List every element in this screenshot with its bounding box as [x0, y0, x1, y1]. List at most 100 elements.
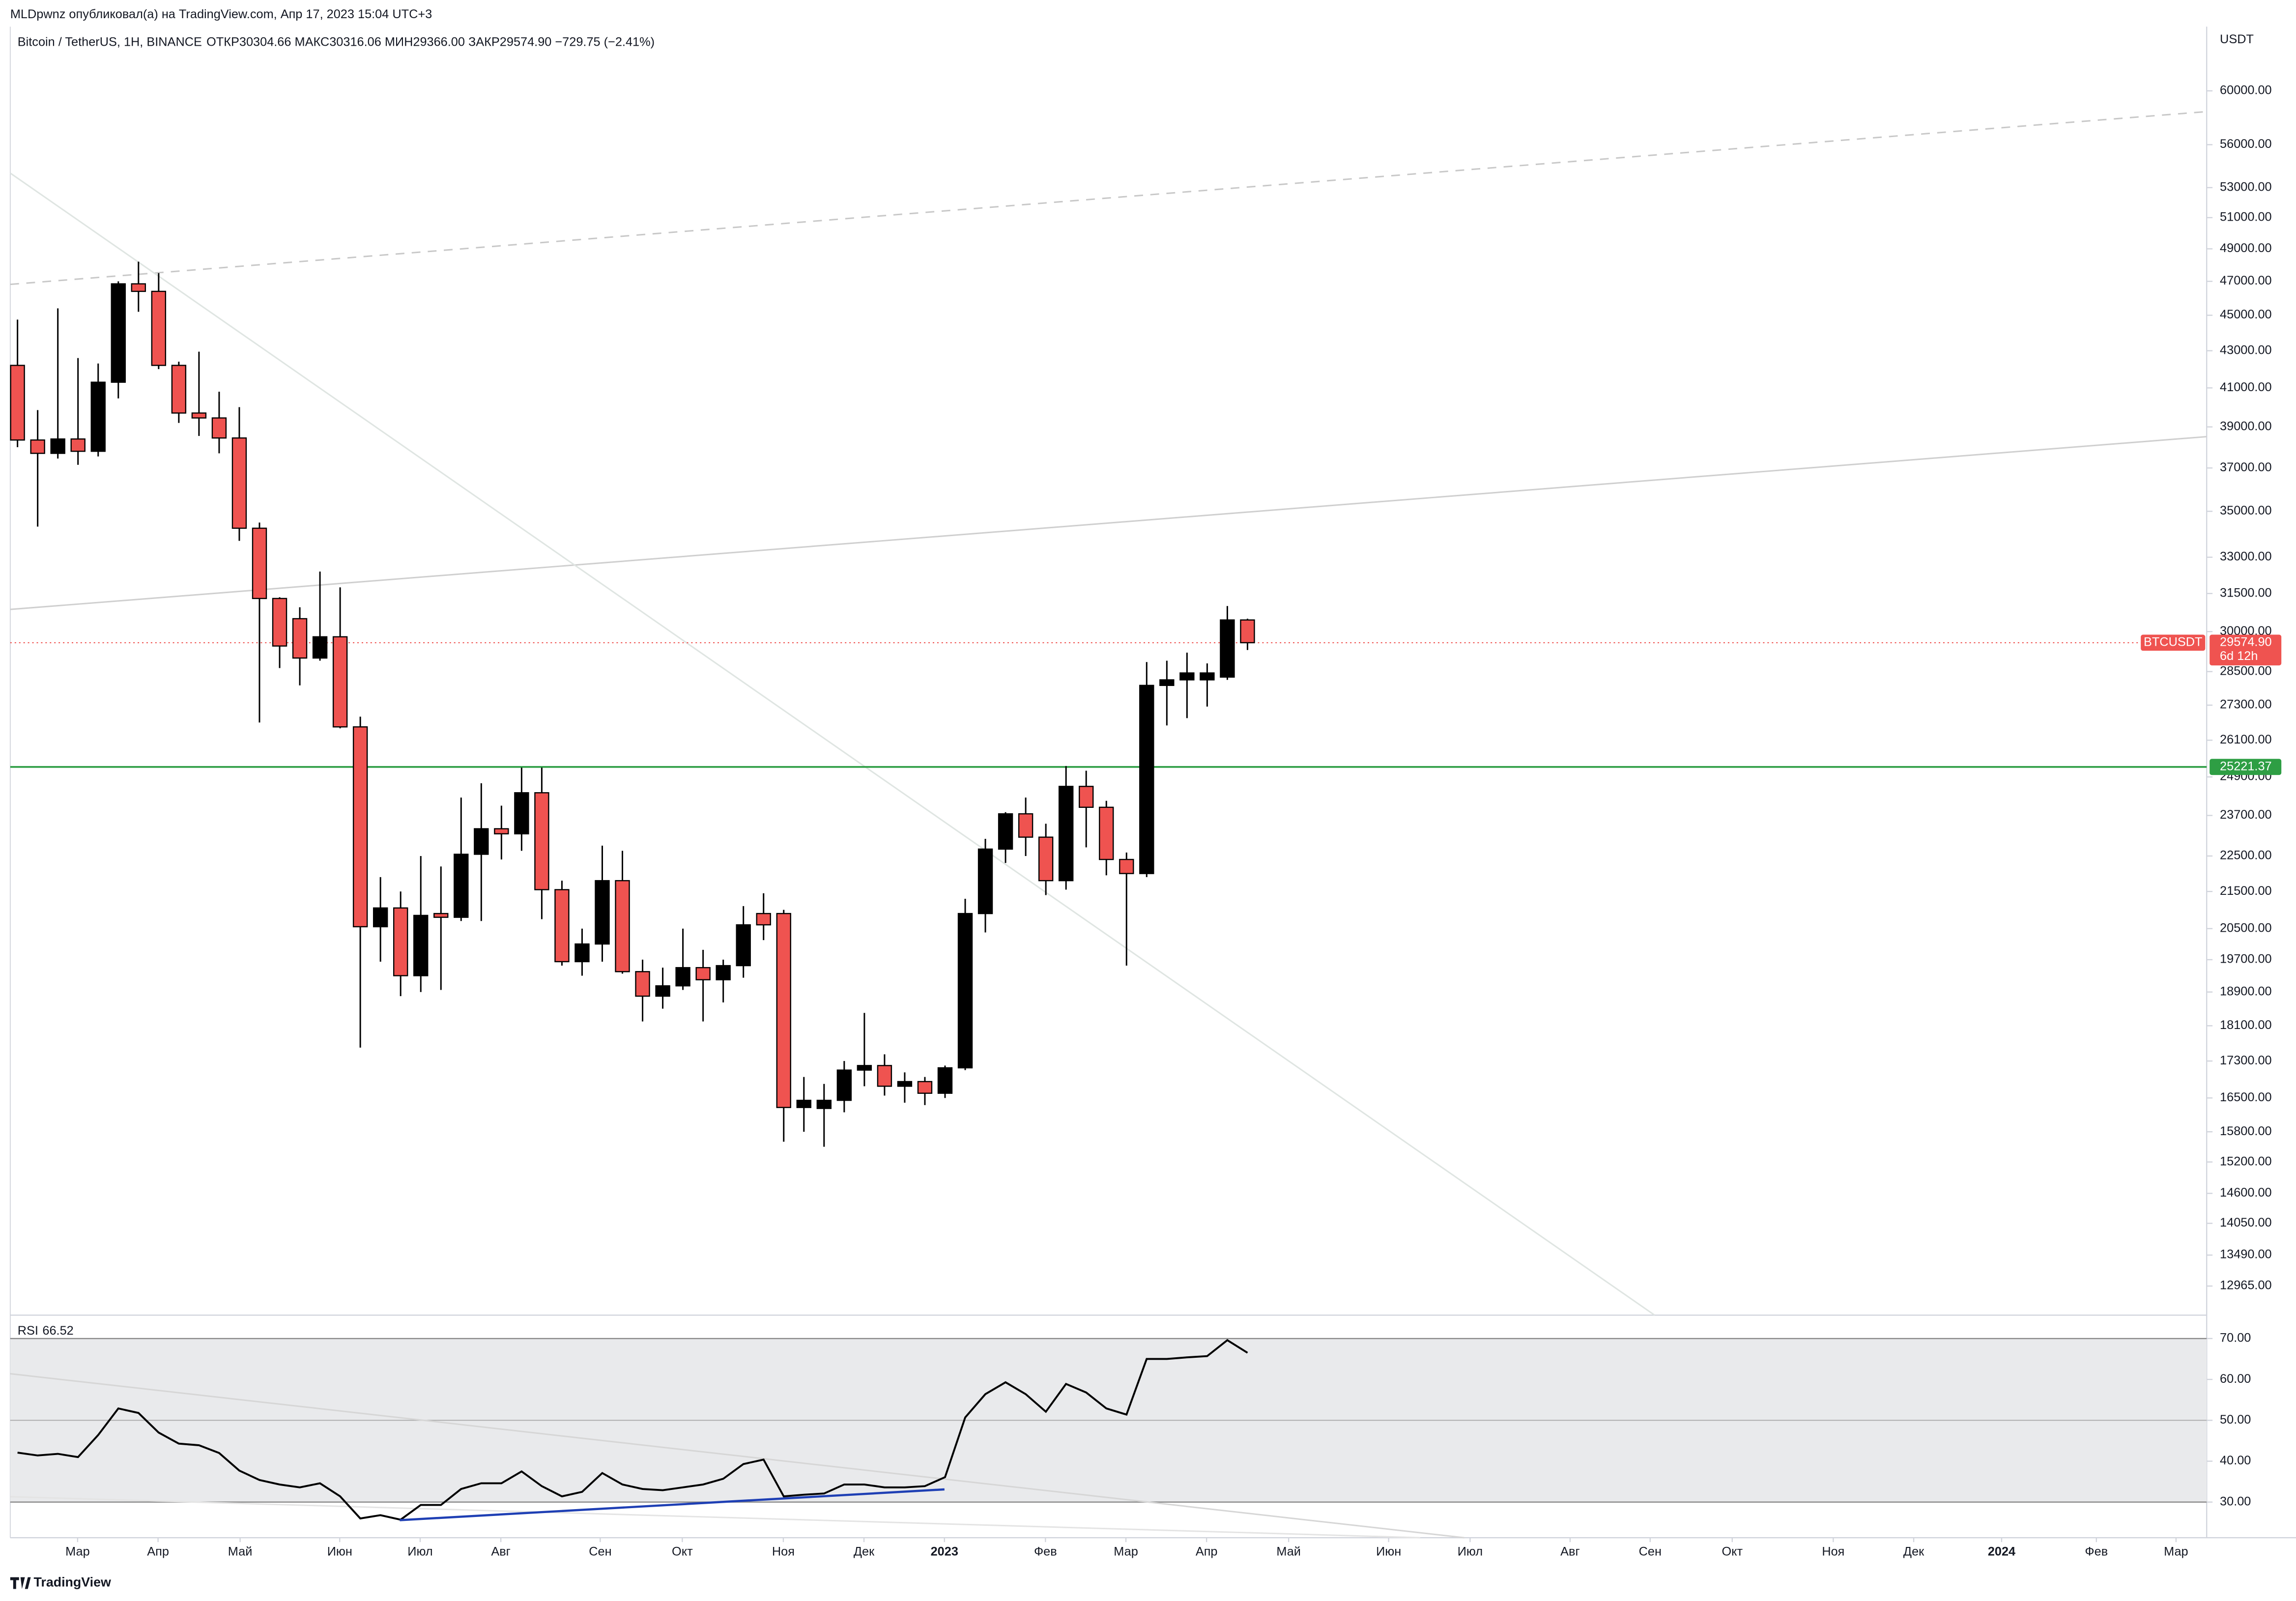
- y-tick-label: 37000.00: [2220, 460, 2272, 474]
- candle-body: [1038, 836, 1054, 882]
- rsi-trend-line: [10, 1496, 1421, 1539]
- candle-body: [635, 971, 650, 997]
- x-tick-label: Июн: [327, 1545, 352, 1559]
- candle-body: [1119, 858, 1134, 874]
- y-tick-label: 12965.00: [2220, 1279, 2272, 1292]
- price-tag: [2210, 634, 2282, 666]
- candle-body: [292, 618, 308, 659]
- candle-body: [1240, 619, 1255, 644]
- candle-body: [695, 967, 711, 980]
- publish-header: MLDpwnz опубликовал(а) на TradingView.co…: [10, 7, 432, 21]
- candle-body: [70, 438, 86, 452]
- x-tick-label: Сен: [1639, 1545, 1662, 1559]
- y-tick-label: 49000.00: [2220, 241, 2272, 255]
- y-tick-label: 18900.00: [2220, 984, 2272, 998]
- x-tick-label: Дек: [854, 1545, 875, 1559]
- candle-body: [1058, 786, 1074, 882]
- candle-body: [836, 1069, 852, 1101]
- candle-body: [191, 412, 207, 419]
- candle-body: [857, 1065, 872, 1071]
- y-tick-label: 31500.00: [2220, 586, 2272, 600]
- x-tick-label: Мар: [1114, 1545, 1138, 1559]
- candle-body: [211, 417, 227, 439]
- y-tick-label: 35000.00: [2220, 504, 2272, 517]
- price-tag: [2210, 759, 2282, 775]
- candle-body: [514, 792, 529, 834]
- candle-body: [877, 1065, 892, 1087]
- trend-line-dashed: [10, 111, 2207, 286]
- logo-icon: [10, 1577, 31, 1589]
- logo: TradingView: [10, 1575, 111, 1590]
- x-tick-label: 2024: [1988, 1545, 2015, 1559]
- candle-body: [937, 1067, 953, 1094]
- y-tick-label: 53000.00: [2220, 180, 2272, 194]
- candle-body: [716, 965, 731, 980]
- x-tick-label: Фев: [1034, 1545, 1057, 1559]
- candle-body: [1220, 619, 1235, 678]
- y-tick-label: 17300.00: [2220, 1054, 2272, 1067]
- candle-body: [454, 854, 469, 918]
- x-tick-label: Фев: [2085, 1545, 2108, 1559]
- candle-body: [998, 813, 1013, 850]
- rsi-y-tick-label: 30.00: [2220, 1494, 2251, 1508]
- candle-body: [30, 439, 45, 454]
- y-tick-label: 26100.00: [2220, 733, 2272, 746]
- candle-body: [90, 381, 106, 452]
- candle-body: [897, 1081, 913, 1087]
- candle-body: [1099, 806, 1114, 860]
- candle-body: [10, 365, 25, 441]
- price-tag-value: 25221.37: [2220, 759, 2272, 773]
- x-tick-label: Апр: [147, 1545, 169, 1559]
- candle-body: [595, 880, 610, 945]
- y-tick-label: 15800.00: [2220, 1124, 2272, 1138]
- candle-body: [332, 636, 348, 728]
- candle-body: [312, 636, 328, 659]
- rsi-y-tick-label: 60.00: [2220, 1372, 2251, 1386]
- candle-body: [816, 1099, 832, 1109]
- rsi-value: 66.52: [42, 1324, 73, 1338]
- y-tick-label: 43000.00: [2220, 343, 2272, 357]
- y-tick-label: 23700.00: [2220, 808, 2272, 822]
- x-tick-label: Июл: [407, 1545, 432, 1559]
- candle-body: [554, 889, 570, 963]
- price-tag-countdown: 6d 12h: [2220, 649, 2258, 663]
- trend-line: [10, 436, 2207, 610]
- candle-body: [433, 913, 449, 918]
- rsi-y-tick-label: 70.00: [2220, 1331, 2251, 1345]
- candle-body: [131, 283, 146, 292]
- candle-body: [474, 828, 489, 855]
- x-tick-label: Мар: [65, 1545, 90, 1559]
- x-tick-label: Мар: [2164, 1545, 2188, 1559]
- candle-body: [1139, 685, 1154, 874]
- candle-body: [1159, 679, 1175, 686]
- symbol-tag: [2141, 634, 2206, 651]
- rsi-line: [17, 1339, 1248, 1521]
- y-tick-label: 28500.00: [2220, 664, 2272, 678]
- y-tick-label: 21500.00: [2220, 884, 2272, 898]
- x-tick-label: Авг: [1560, 1545, 1580, 1559]
- candle-body: [352, 726, 368, 928]
- candle-body: [1200, 672, 1215, 681]
- x-tick-label: Ноя: [772, 1545, 795, 1559]
- y-tick-label: 39000.00: [2220, 419, 2272, 433]
- x-tick-label: Окт: [672, 1545, 693, 1559]
- candle-body: [231, 437, 247, 529]
- x-tick-label: Ноя: [1822, 1545, 1844, 1559]
- candle-body: [917, 1081, 933, 1094]
- candle-body: [373, 907, 388, 928]
- trend-line-light: [10, 172, 1655, 1316]
- y-tick-label: 56000.00: [2220, 137, 2272, 151]
- logo-text: TradingView: [34, 1575, 112, 1590]
- rsi-pane: RSI 66.52 70.00 60.00 50.00 40.00 30.00: [10, 1324, 2251, 1539]
- ohlc-legend: ОТКР30304.66 МАКС30316.06 МИН29366.00 ЗА…: [206, 35, 655, 49]
- y-tick-label: 15200.00: [2220, 1154, 2272, 1168]
- candle-body: [675, 967, 690, 987]
- y-tick-label: 16500.00: [2220, 1090, 2272, 1104]
- candle-body: [111, 283, 126, 383]
- candle-body: [494, 828, 509, 834]
- x-tick-label: Июл: [1458, 1545, 1483, 1559]
- candle-body: [413, 915, 429, 976]
- symbol-tag-label: BTCUSDT: [2144, 635, 2203, 649]
